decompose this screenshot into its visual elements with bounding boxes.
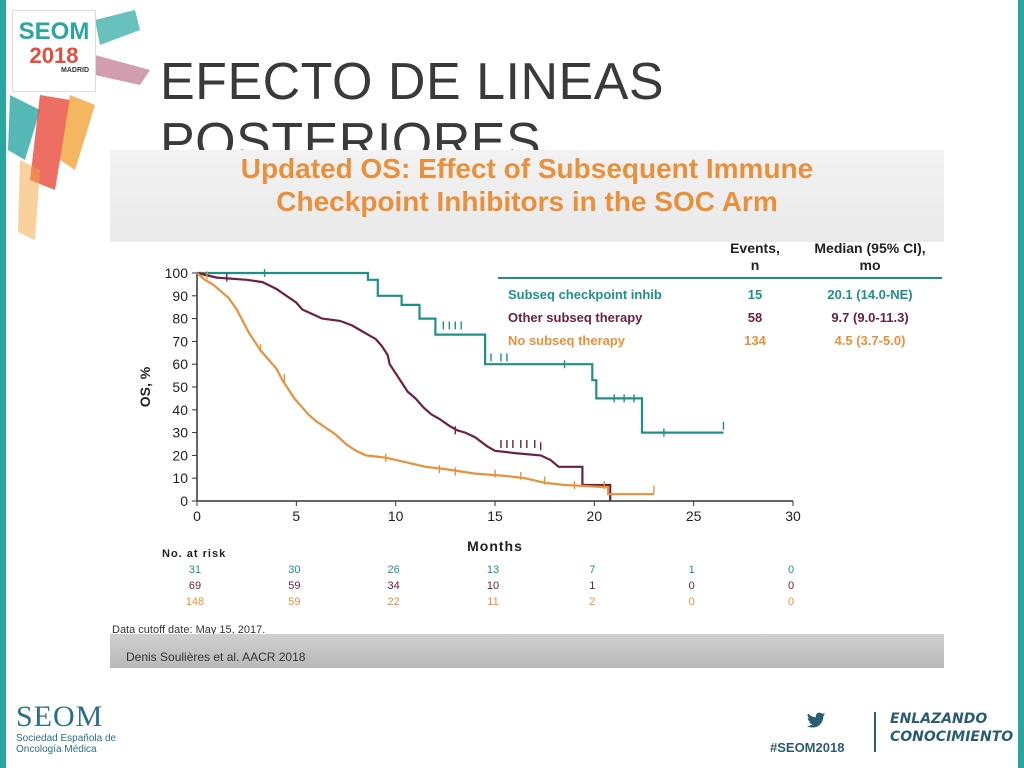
legend-series-median: 20.1 (14.0-NE) — [827, 287, 912, 302]
x-tick-label: 20 — [587, 508, 603, 524]
y-tick-label: 0 — [180, 493, 188, 509]
slogan-line2: CONOCIMIENTO — [890, 729, 1014, 745]
y-tick-label: 50 — [172, 379, 188, 395]
twitter-icon[interactable] — [806, 712, 826, 730]
at-risk-value: 26 — [388, 564, 400, 576]
left-accent-bar — [0, 0, 6, 768]
x-tick-label: 0 — [193, 508, 201, 524]
at-risk-value: 0 — [788, 564, 794, 576]
citation-band — [110, 634, 944, 668]
y-tick-label: 70 — [172, 333, 188, 349]
y-axis-title: OS, % — [137, 366, 153, 407]
at-risk-value: 11 — [487, 596, 498, 608]
legend-header-events-2: n — [751, 257, 760, 273]
footer-divider — [874, 712, 876, 752]
at-risk-value: 0 — [689, 580, 695, 592]
y-tick-label: 10 — [172, 470, 188, 486]
logo-brand: SEOM — [18, 18, 90, 45]
legend-series-events: 15 — [748, 287, 762, 302]
at-risk-value: 1 — [589, 580, 595, 592]
at-risk-value: 148 — [186, 596, 204, 608]
figure-title-band — [110, 150, 944, 242]
x-tick-label: 25 — [686, 508, 702, 524]
at-risk-value: 0 — [689, 596, 695, 608]
x-tick-label: 30 — [785, 508, 801, 524]
km-curve-2 — [196, 272, 654, 496]
footer-brand-sub: Sociedad Española de Oncología Médica — [16, 733, 117, 755]
y-tick-label: 20 — [172, 447, 188, 463]
cutoff-note: Data cutoff date: May 15, 2017. — [112, 624, 266, 636]
legend-series-events: 134 — [744, 333, 766, 348]
figure-panel: Updated OS: Effect of Subsequent Immune … — [110, 150, 944, 668]
at-risk-value: 59 — [288, 580, 300, 592]
at-risk-value: 34 — [388, 580, 400, 592]
y-tick-label: 60 — [172, 356, 188, 372]
at-risk-value: 69 — [189, 580, 201, 592]
slogan-line1: ENLAZANDO — [890, 711, 988, 727]
at-risk-value: 22 — [388, 596, 400, 608]
at-risk-value: 1 — [689, 564, 695, 576]
at-risk-value: 13 — [487, 564, 499, 576]
footer-brand: SEOM — [16, 700, 104, 733]
legend-series-events: 58 — [748, 310, 762, 325]
legend-series-median: 4.5 (3.7-5.0) — [835, 333, 906, 348]
at-risk-value: 30 — [288, 564, 300, 576]
legend-series-name: Other subseq therapy — [508, 310, 643, 325]
legend-series-name: No subseq therapy — [508, 333, 626, 348]
y-tick-label: 100 — [165, 265, 189, 281]
x-tick-label: 15 — [487, 508, 503, 524]
km-chart: 0 5 10 15 20 25 300102030405060708090100Months… — [137, 240, 942, 608]
at-risk-value: 2 — [589, 596, 595, 608]
right-accent-bar — [1018, 0, 1024, 768]
x-tick-label: 5 — [292, 508, 300, 524]
y-tick-label: 90 — [172, 288, 188, 304]
x-tick-label: 10 — [388, 508, 404, 524]
legend-series-name: Subseq checkpoint inhib — [508, 287, 662, 302]
figure-title-line2: Checkpoint Inhibitors in the SOC Arm — [276, 186, 778, 217]
at-risk-value: 0 — [788, 580, 794, 592]
at-risk-value: 59 — [288, 596, 300, 608]
logo-city: MADRID — [61, 67, 89, 74]
slogan: ENLAZANDO CONOCIMIENTO — [890, 710, 1013, 746]
citation: Denis Soulières et al. AACR 2018 — [126, 650, 306, 664]
y-tick-label: 80 — [172, 311, 188, 327]
logo-year: 2018 — [29, 43, 79, 68]
at-risk-value: 7 — [589, 564, 595, 576]
legend-series-median: 9.7 (9.0-11.3) — [831, 310, 908, 325]
y-tick-label: 30 — [172, 425, 188, 441]
figure-title-line1: Updated OS: Effect of Subsequent Immune — [240, 153, 814, 184]
seom-2018-logo: SEOM 2018 MADRID — [12, 10, 96, 92]
km-curve-1 — [196, 271, 612, 501]
legend-header-events: Events, — [730, 240, 780, 256]
logo-ribbons — [8, 10, 150, 240]
hashtag: #SEOM2018 — [770, 740, 845, 755]
legend-header-median-2: mo — [860, 257, 881, 273]
km-curve-0 — [197, 271, 724, 434]
at-risk-value: 10 — [487, 580, 499, 592]
at-risk-label: No. at risk — [162, 548, 226, 560]
at-risk-value: 31 — [189, 564, 201, 576]
x-axis-title: Months — [467, 538, 523, 554]
y-tick-label: 40 — [172, 402, 188, 418]
legend-header-median: Median (95% CI), — [814, 240, 925, 256]
at-risk-value: 0 — [788, 596, 794, 608]
figure-title: Updated OS: Effect of Subsequent Immune … — [110, 152, 944, 218]
